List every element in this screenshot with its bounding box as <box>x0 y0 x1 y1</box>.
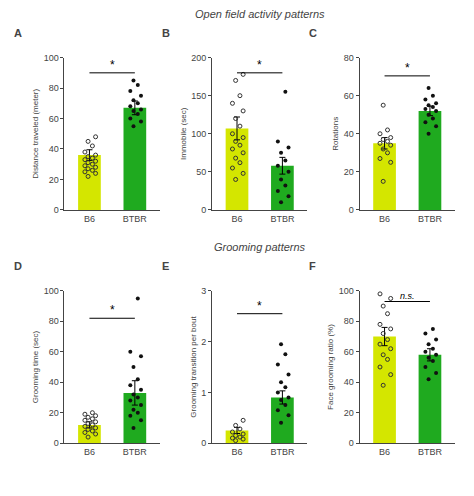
svg-text:40: 40 <box>344 129 354 139</box>
svg-text:Face grooming ratio (%): Face grooming ratio (%) <box>326 324 335 410</box>
svg-text:0: 0 <box>201 205 206 215</box>
svg-text:0: 0 <box>54 205 59 215</box>
svg-text:D: D <box>14 260 22 272</box>
svg-text:Grooming time (sec): Grooming time (sec) <box>31 330 40 403</box>
svg-text:A: A <box>14 27 22 39</box>
svg-text:Open field activity patterns: Open field activity patterns <box>195 8 325 20</box>
svg-text:20: 20 <box>344 408 354 418</box>
svg-text:Grooming patterns: Grooming patterns <box>214 241 306 253</box>
svg-text:3: 3 <box>201 286 206 296</box>
svg-text:0: 0 <box>349 438 354 448</box>
svg-text:50: 50 <box>196 167 206 177</box>
svg-text:80: 80 <box>344 316 354 326</box>
svg-text:B6: B6 <box>231 214 242 224</box>
svg-text:100: 100 <box>44 53 59 63</box>
svg-text:100: 100 <box>44 286 59 296</box>
svg-text:B6: B6 <box>379 214 390 224</box>
svg-text:0: 0 <box>349 205 354 215</box>
svg-text:200: 200 <box>191 53 206 63</box>
svg-text:B: B <box>162 27 170 39</box>
svg-text:*: * <box>405 61 410 75</box>
svg-text:*: * <box>257 299 262 313</box>
svg-text:60: 60 <box>49 114 59 124</box>
svg-text:BTBR: BTBR <box>270 447 295 457</box>
svg-text:C: C <box>309 27 317 39</box>
svg-text:Distance traveled (meter): Distance traveled (meter) <box>31 89 40 179</box>
svg-text:80: 80 <box>344 53 354 63</box>
svg-text:2: 2 <box>201 337 206 347</box>
svg-text:40: 40 <box>344 377 354 387</box>
svg-text:*: * <box>110 303 115 317</box>
svg-text:BTBR: BTBR <box>123 214 148 224</box>
svg-text:60: 60 <box>344 91 354 101</box>
svg-text:BTBR: BTBR <box>418 447 443 457</box>
svg-text:20: 20 <box>344 167 354 177</box>
svg-text:*: * <box>110 58 115 72</box>
svg-text:B6: B6 <box>379 447 390 457</box>
svg-text:40: 40 <box>49 144 59 154</box>
svg-text:B6: B6 <box>84 447 95 457</box>
svg-text:100: 100 <box>339 286 354 296</box>
svg-text:80: 80 <box>49 83 59 93</box>
svg-text:BTBR: BTBR <box>270 214 295 224</box>
svg-text:60: 60 <box>344 347 354 357</box>
svg-text:20: 20 <box>49 408 59 418</box>
svg-text:*: * <box>257 58 262 72</box>
svg-text:20: 20 <box>49 175 59 185</box>
svg-text:F: F <box>309 260 316 272</box>
svg-text:150: 150 <box>191 91 206 101</box>
svg-text:Immobile (sec): Immobile (sec) <box>179 107 188 160</box>
svg-text:E: E <box>162 260 169 272</box>
svg-text:1: 1 <box>201 388 206 398</box>
svg-text:100: 100 <box>191 129 206 139</box>
svg-text:B6: B6 <box>84 214 95 224</box>
svg-text:Grooming transition per bout: Grooming transition per bout <box>189 316 198 418</box>
svg-text:0: 0 <box>54 438 59 448</box>
svg-text:BTBR: BTBR <box>123 447 148 457</box>
svg-text:B6: B6 <box>231 447 242 457</box>
svg-text:BTBR: BTBR <box>418 214 443 224</box>
svg-text:Rotations: Rotations <box>331 117 340 151</box>
svg-text:60: 60 <box>49 347 59 357</box>
svg-text:0: 0 <box>201 438 206 448</box>
svg-text:n.s.: n.s. <box>400 291 415 301</box>
svg-text:80: 80 <box>49 316 59 326</box>
svg-text:40: 40 <box>49 377 59 387</box>
